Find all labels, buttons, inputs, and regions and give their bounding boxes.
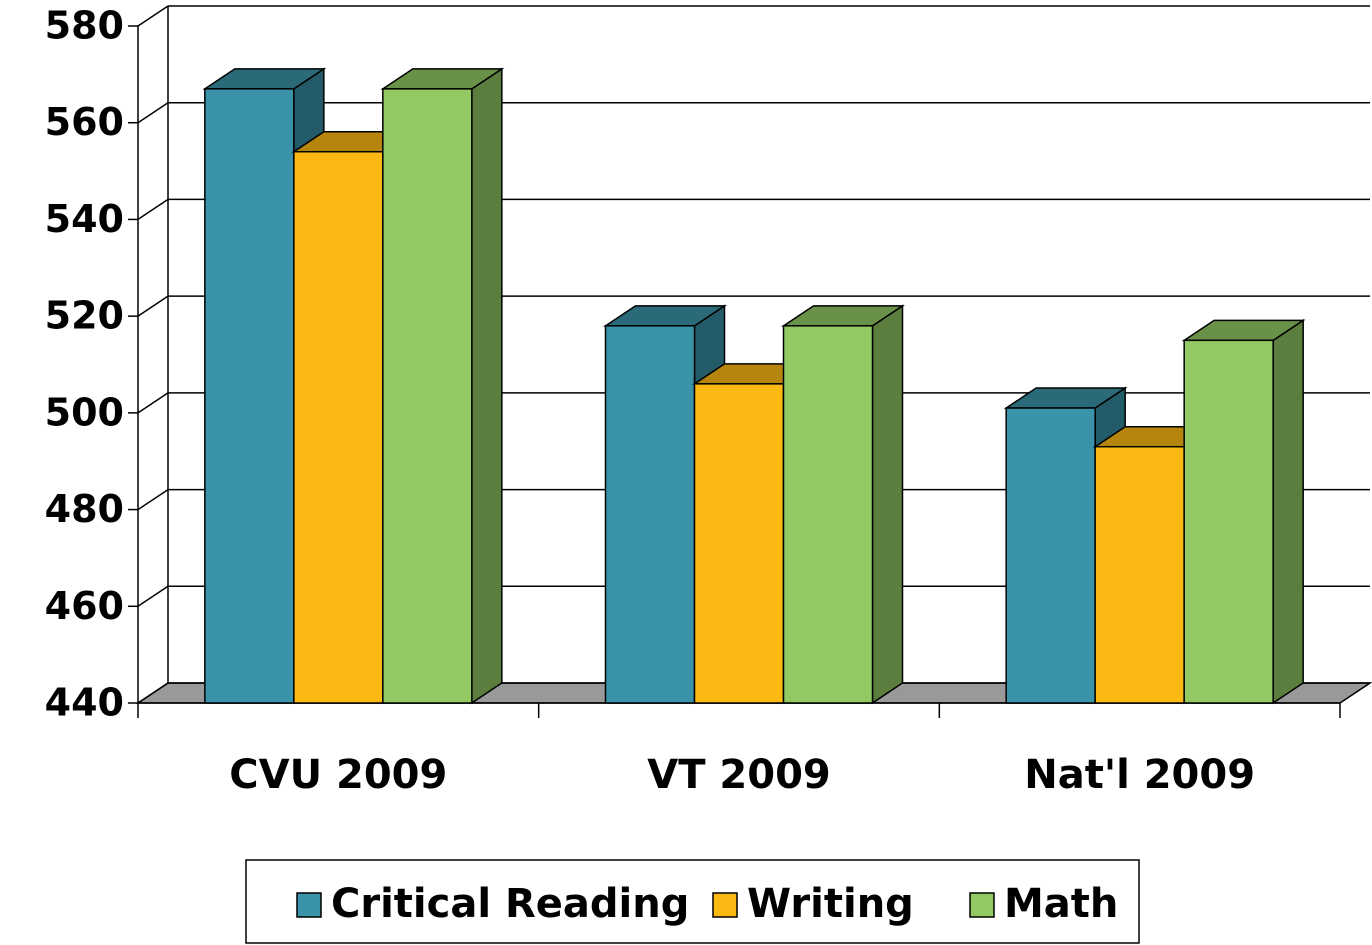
legend-label: Critical Reading	[331, 881, 689, 927]
bar	[1183, 339, 1274, 704]
y-tick-label: 520	[45, 294, 124, 338]
bar	[382, 88, 473, 704]
legend-swatch	[969, 892, 995, 918]
bar	[782, 325, 874, 704]
y-tick-label: 560	[45, 100, 124, 144]
bar-side	[1272, 318, 1304, 705]
y-tick-label: 580	[45, 4, 124, 48]
grid-line-side	[137, 392, 169, 414]
x-tick-label: Nat'l 2009	[1024, 752, 1255, 798]
x-tick-label: VT 2009	[647, 752, 831, 798]
grid-line-side	[137, 295, 169, 317]
y-tick-label: 460	[45, 584, 124, 628]
legend-label: Writing	[747, 881, 914, 927]
grid-line-side	[137, 102, 169, 124]
legend-swatch	[712, 892, 738, 918]
bar	[293, 150, 384, 704]
bar	[1094, 445, 1185, 704]
bar-side	[471, 67, 503, 705]
y-tick-label: 500	[45, 390, 124, 434]
bar	[1005, 407, 1096, 704]
bar-side	[871, 304, 904, 705]
legend-label: Math	[1004, 881, 1118, 927]
y-tick-label: 440	[45, 681, 124, 725]
grid-line-side	[137, 488, 169, 511]
grid-line-side	[137, 5, 169, 27]
x-tick-label: CVU 2009	[229, 752, 447, 798]
grid-line-side	[137, 198, 169, 221]
bar	[693, 383, 785, 704]
grid-line-side	[137, 682, 169, 704]
y-tick-label: 480	[45, 487, 124, 531]
legend-swatch	[296, 892, 322, 918]
y-tick-label: 540	[45, 197, 124, 241]
bar	[204, 88, 295, 704]
grid-line-side	[137, 585, 169, 607]
bar	[604, 325, 696, 704]
